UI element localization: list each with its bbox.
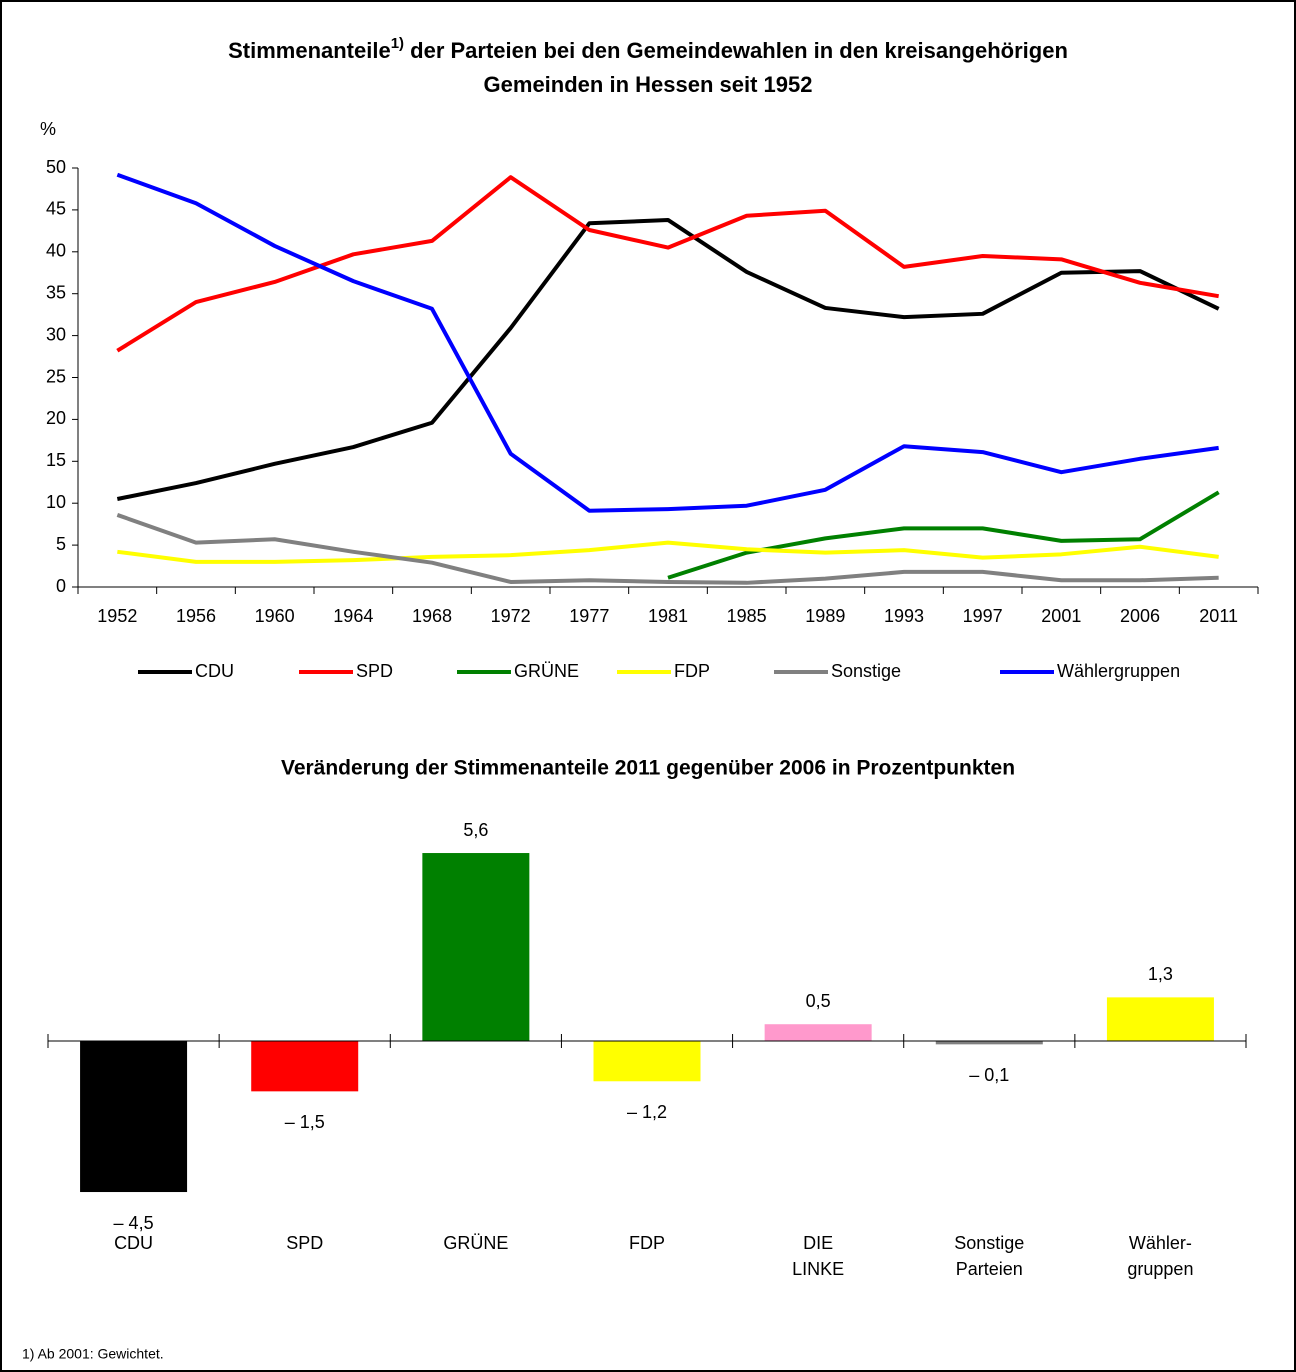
- chart-title: Veränderung der Stimmenanteile 2011 gege…: [281, 757, 1015, 780]
- legend-label: Sonstige: [831, 661, 901, 681]
- y-tick-label: 10: [46, 492, 66, 512]
- x-tick-label: Sonstige: [954, 1233, 1024, 1253]
- x-tick-label: 1997: [963, 606, 1003, 626]
- title-text: der Parteien bei den Gemeindewahlen in d…: [404, 38, 1068, 63]
- y-tick-label: 20: [46, 408, 66, 428]
- x-tick-label: Wähler-: [1129, 1233, 1192, 1253]
- data-label: – 1,2: [627, 1102, 667, 1122]
- legend-label: GRÜNE: [514, 661, 579, 681]
- title-note: 1): [391, 35, 404, 52]
- x-tick-label: 2011: [1199, 606, 1238, 626]
- data-label: 5,6: [463, 820, 488, 840]
- bar: [935, 1041, 1043, 1045]
- legend-label: Wählergruppen: [1057, 661, 1180, 681]
- bar: [764, 1024, 872, 1041]
- series-line: [116, 172, 1219, 513]
- data-label: 0,5: [806, 991, 831, 1011]
- x-tick-label: GRÜNE: [443, 1233, 508, 1253]
- y-axis-label: %: [40, 119, 56, 139]
- data-label: – 0,1: [969, 1065, 1009, 1085]
- legend-label: FDP: [674, 661, 710, 681]
- x-tick-label: 1952: [97, 606, 137, 626]
- chart-title: Stimmenanteile1) der Parteien bei den Ge…: [228, 35, 1068, 63]
- legend-label: SPD: [356, 661, 393, 681]
- bar: [80, 1041, 188, 1193]
- series-line: [116, 217, 1220, 501]
- data-label: – 1,5: [285, 1112, 325, 1132]
- x-tick-label: 1981: [648, 606, 688, 626]
- x-tick-label: gruppen: [1127, 1259, 1193, 1279]
- x-tick-label: 1985: [727, 606, 767, 626]
- x-tick-label: CDU: [114, 1233, 153, 1253]
- title-text: Stimmenanteile: [228, 38, 391, 63]
- chart-title: Gemeinden in Hessen seit 1952: [484, 72, 813, 97]
- x-tick-label: 1956: [176, 606, 216, 626]
- y-tick-label: 35: [46, 282, 66, 302]
- y-tick-label: 15: [46, 450, 66, 470]
- x-tick-label: 1964: [333, 606, 373, 626]
- y-tick-label: 25: [46, 366, 66, 386]
- x-tick-label: 1960: [255, 606, 295, 626]
- bar: [1106, 997, 1214, 1041]
- y-tick-label: 45: [46, 199, 66, 219]
- bar: [593, 1041, 701, 1082]
- x-tick-label: 1972: [491, 606, 531, 626]
- y-tick-label: 30: [46, 324, 66, 344]
- x-tick-label: DIE: [803, 1233, 833, 1253]
- x-tick-label: LINKE: [792, 1259, 844, 1279]
- footnote: 1) Ab 2001: Gewichtet.: [22, 1346, 164, 1362]
- series-line: [116, 175, 1220, 353]
- y-tick-label: 50: [46, 157, 66, 177]
- x-tick-label: 2006: [1120, 606, 1160, 626]
- series-line: [117, 540, 1219, 564]
- bar: [422, 853, 530, 1041]
- x-tick-label: 2001: [1041, 606, 1081, 626]
- data-label: 1,3: [1148, 964, 1173, 984]
- x-tick-label: SPD: [286, 1233, 323, 1253]
- x-tick-label: 1968: [412, 606, 452, 626]
- legend-label: CDU: [195, 661, 234, 681]
- x-tick-label: Parteien: [956, 1259, 1023, 1279]
- data-label: – 4,5: [114, 1213, 154, 1233]
- y-tick-label: 0: [56, 576, 66, 596]
- y-tick-label: 40: [46, 241, 66, 261]
- bar: [251, 1041, 359, 1092]
- y-tick-label: 5: [56, 534, 66, 554]
- series-line: [116, 513, 1219, 585]
- x-tick-label: FDP: [629, 1233, 665, 1253]
- x-tick-label: 1993: [884, 606, 924, 626]
- x-tick-label: 1989: [805, 606, 845, 626]
- x-tick-label: 1977: [569, 606, 609, 626]
